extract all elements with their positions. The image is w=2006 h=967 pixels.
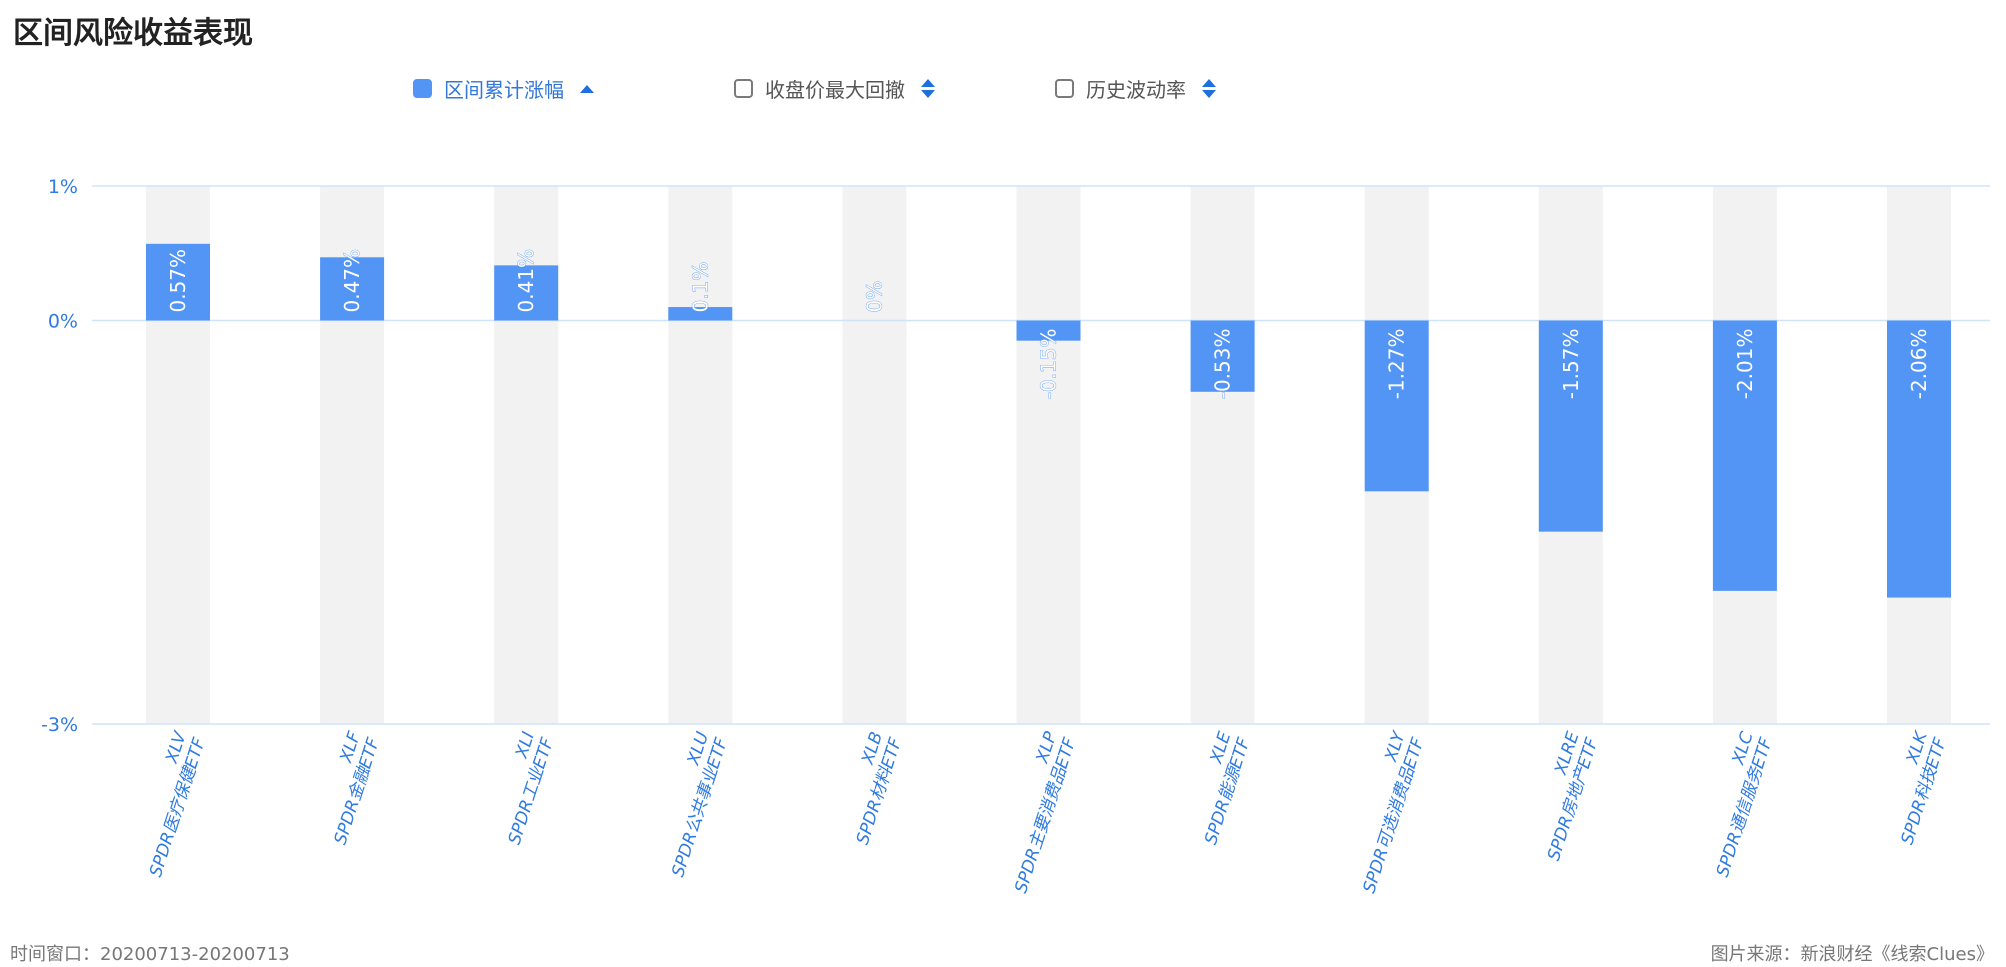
metric-toggle-volatility[interactable]: 历史波动率	[1055, 74, 1216, 103]
bar-value-label: -1.27%	[1385, 329, 1409, 400]
metric-selector: 区间累计涨幅 收盘价最大回撤 历史波动率	[0, 74, 2006, 108]
bar	[494, 265, 559, 321]
bar	[1712, 320, 1777, 591]
bar-value-label: 0.47%	[340, 249, 364, 313]
y-tick-label: 1%	[48, 176, 78, 198]
bar-value-label: 0%	[862, 281, 886, 313]
x-tick-label: XLESPDR能源ETF	[1182, 729, 1254, 847]
bar-value-label: -2.01%	[1733, 329, 1757, 400]
chart-title: 区间风险收益表现	[13, 16, 253, 51]
sort-ascending-icon[interactable]	[580, 84, 594, 93]
sort-toggle-icon[interactable]	[1202, 79, 1216, 98]
bar-background-band	[1190, 186, 1255, 724]
bar-value-label: 0.57%	[166, 249, 190, 313]
x-tick-label: XLRESPDR房地产ETF	[1525, 729, 1603, 863]
bar-background-band	[1016, 186, 1081, 724]
bar-value-label: 0.41%	[514, 249, 538, 313]
bar	[1190, 320, 1255, 392]
metric-label: 区间累计涨幅	[444, 78, 564, 102]
x-tick-label: XLUSPDR公共事业ETF	[649, 729, 732, 880]
x-tick-label: XLYSPDR可选消费品ETF	[1340, 728, 1429, 896]
metric-label: 历史波动率	[1086, 78, 1186, 102]
bar-value-label: -2.06%	[1907, 329, 1931, 400]
metric-label: 收盘价最大回撤	[765, 78, 905, 102]
bar	[1887, 320, 1951, 598]
time-window-label: 时间窗口：20200713-20200713	[10, 944, 290, 965]
bar	[1538, 320, 1603, 532]
x-tick-label: XLKSPDR科技ETF	[1878, 728, 1951, 848]
x-tick-label: XLFSPDR金融ETF	[312, 729, 384, 847]
x-tick-label: XLISPDR工业ETF	[486, 729, 558, 847]
checkbox-unchecked-icon[interactable]	[1055, 79, 1074, 98]
x-tick-label: XLPSPDR主要消费品ETF	[992, 729, 1080, 896]
bar-chart: 1% 0% -3% 0.57% XLVSPDR医疗保健ETF 0.47% XLFSPDR金融…	[41, 176, 1990, 896]
bar-value-label: 0.1%	[688, 262, 712, 313]
bar-value-label: -1.57%	[1559, 329, 1583, 400]
checkbox-checked-icon[interactable]	[413, 79, 432, 98]
x-tick-label: XLBSPDR材料ETF	[834, 729, 906, 847]
bar	[1364, 320, 1429, 492]
y-tick-label: 0%	[48, 311, 78, 333]
metric-toggle-max-drawdown[interactable]: 收盘价最大回撤	[734, 74, 935, 103]
image-source-label: 图片来源：新浪财经《线索Clues》	[1710, 944, 1994, 965]
sort-toggle-icon[interactable]	[921, 79, 935, 98]
bar-background-band	[842, 186, 907, 724]
bar	[668, 307, 733, 321]
bar-value-label: -0.53%	[1211, 329, 1235, 400]
bar	[1016, 320, 1081, 341]
bar-background-band	[668, 186, 733, 724]
x-tick-label: XLVSPDR医疗保健ETF	[127, 728, 210, 879]
bar-value-label: -0.15%	[1037, 329, 1061, 400]
y-tick-label: -3%	[41, 714, 78, 736]
metric-toggle-cumulative-return[interactable]: 区间累计涨幅	[413, 74, 594, 103]
bar	[320, 257, 385, 321]
checkbox-unchecked-icon[interactable]	[734, 79, 753, 98]
x-tick-label: XLCSPDR通信服务ETF	[1694, 729, 1777, 879]
bar	[146, 243, 210, 321]
